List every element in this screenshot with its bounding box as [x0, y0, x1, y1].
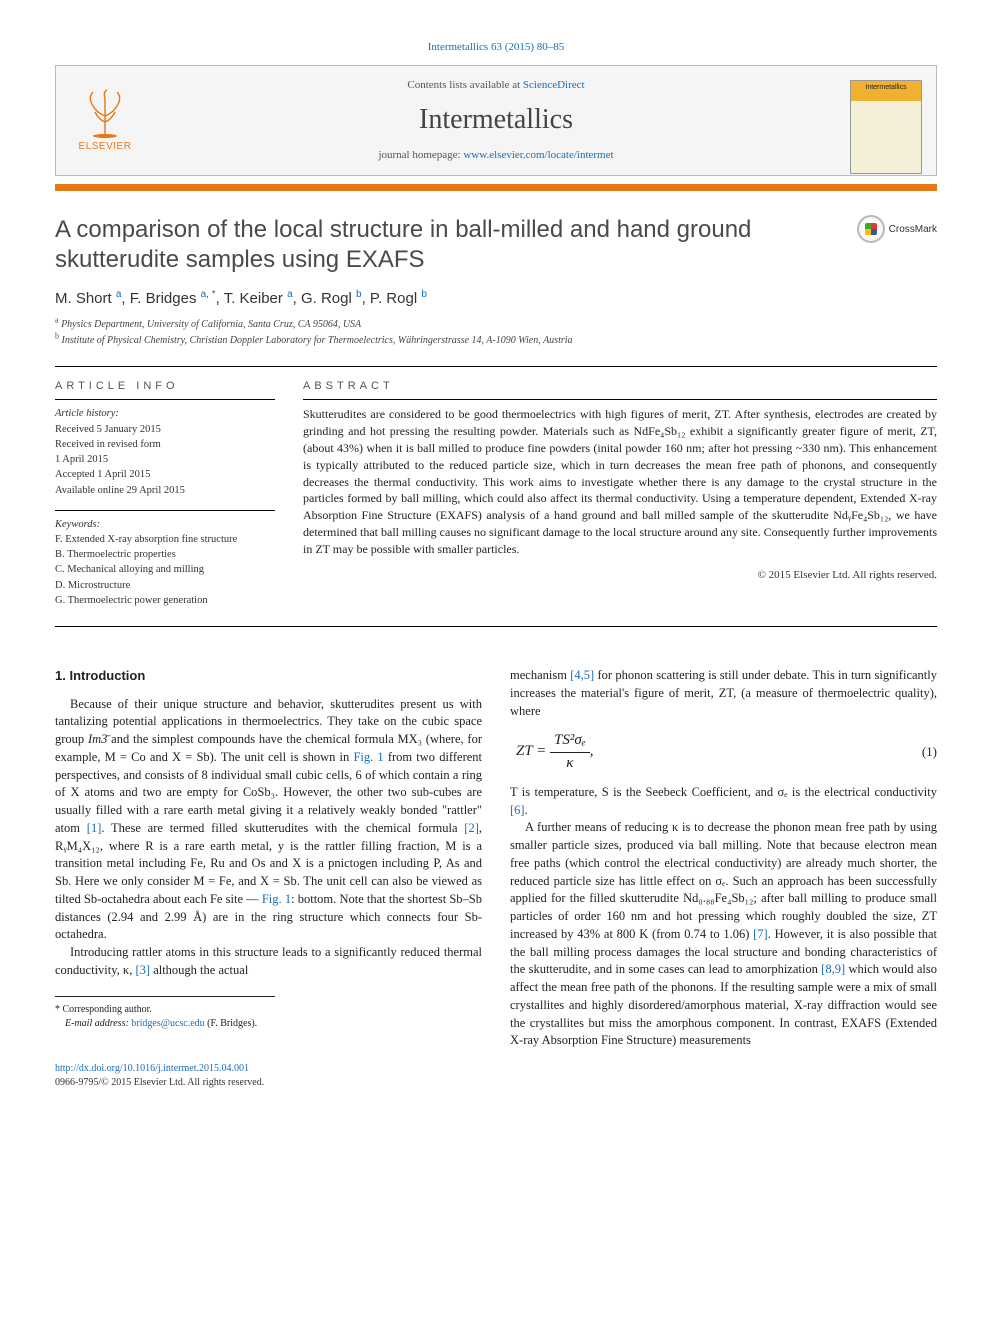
accent-rule: [55, 184, 937, 191]
email-link[interactable]: bridges@ucsc.edu: [131, 1018, 204, 1029]
doi-link[interactable]: http://dx.doi.org/10.1016/j.intermet.201…: [55, 1063, 249, 1074]
para-r2: T is temperature, S is the Seebeck Coeff…: [510, 784, 937, 820]
section-heading: 1. Introduction: [55, 667, 482, 685]
affiliation-b: b Institute of Physical Chemistry, Chris…: [55, 334, 937, 348]
elsevier-tree-icon: [81, 88, 129, 138]
page-footer: http://dx.doi.org/10.1016/j.intermet.201…: [55, 1062, 937, 1090]
equation-1: ZT = TS²σₑκ, (1): [510, 730, 937, 774]
cite-ref[interactable]: [4,5]: [570, 668, 594, 682]
para-r1: mechanism [4,5] for phonon scattering is…: [510, 667, 937, 720]
cite-ref[interactable]: [1]: [87, 821, 102, 835]
left-column: 1. Introduction Because of their unique …: [55, 667, 482, 1050]
divider: [55, 626, 937, 627]
right-column: mechanism [4,5] for phonon scattering is…: [510, 667, 937, 1050]
journal-homepage: journal homepage: www.elsevier.com/locat…: [74, 148, 918, 163]
abstract-text: Skutterudites are considered to be good …: [303, 406, 937, 557]
publisher-name: ELSEVIER: [79, 140, 132, 154]
journal-cover-thumb: Intermetallics: [850, 80, 922, 174]
divider: [55, 366, 937, 367]
affiliation-a: a Physics Department, University of Cali…: [55, 318, 937, 332]
crossmark-badge[interactable]: CrossMark: [857, 215, 937, 243]
keywords-block: Keywords: F. Extended X-ray absorption f…: [55, 517, 275, 608]
sciencedirect-link[interactable]: ScienceDirect: [523, 79, 585, 91]
article-history: Article history: Received 5 January 2015…: [55, 406, 275, 497]
equation-number: (1): [922, 743, 937, 761]
publisher-logo: ELSEVIER: [70, 81, 140, 161]
affiliations: a Physics Department, University of Cali…: [55, 318, 937, 348]
crossmark-icon: [857, 215, 885, 243]
cite-ref[interactable]: [6]: [510, 803, 525, 817]
corresponding-author-block: * Corresponding author. E-mail address: …: [55, 996, 275, 1031]
para-r3: A further means of reducing κ is to decr…: [510, 819, 937, 1050]
article-info-column: ARTICLE INFO Article history: Received 5…: [55, 379, 275, 608]
homepage-link[interactable]: www.elsevier.com/locate/intermet: [463, 149, 613, 161]
cite-ref[interactable]: [7]: [753, 927, 768, 941]
body-columns: 1. Introduction Because of their unique …: [55, 667, 937, 1050]
authors-line: M. Short a, F. Bridges a, *, T. Keiber a…: [55, 289, 937, 309]
cite-ref[interactable]: [2]: [464, 821, 479, 835]
article-title: A comparison of the local structure in b…: [55, 215, 843, 275]
abstract-label: ABSTRACT: [303, 379, 937, 394]
abstract-copyright: © 2015 Elsevier Ltd. All rights reserved…: [303, 568, 937, 583]
top-citation: Intermetallics 63 (2015) 80–85: [55, 40, 937, 55]
citation-link[interactable]: Intermetallics 63 (2015) 80–85: [428, 41, 565, 53]
para-1: Because of their unique structure and be…: [55, 696, 482, 945]
article-info-label: ARTICLE INFO: [55, 379, 275, 394]
fig-ref[interactable]: Fig. 1: [353, 750, 383, 764]
cite-ref[interactable]: [8,9]: [821, 962, 845, 976]
issn-copyright: 0966-9795/© 2015 Elsevier Ltd. All right…: [55, 1077, 264, 1088]
journal-header: ELSEVIER Intermetallics Contents lists a…: [55, 65, 937, 176]
journal-name: Intermetallics: [74, 101, 918, 139]
fig-ref[interactable]: Fig. 1: [262, 892, 291, 906]
contents-available-line: Contents lists available at ScienceDirec…: [74, 78, 918, 93]
para-2: Introducing rattler atoms in this struct…: [55, 944, 482, 980]
cite-ref[interactable]: [3]: [135, 963, 150, 977]
abstract-column: ABSTRACT Skutterudites are considered to…: [303, 379, 937, 608]
